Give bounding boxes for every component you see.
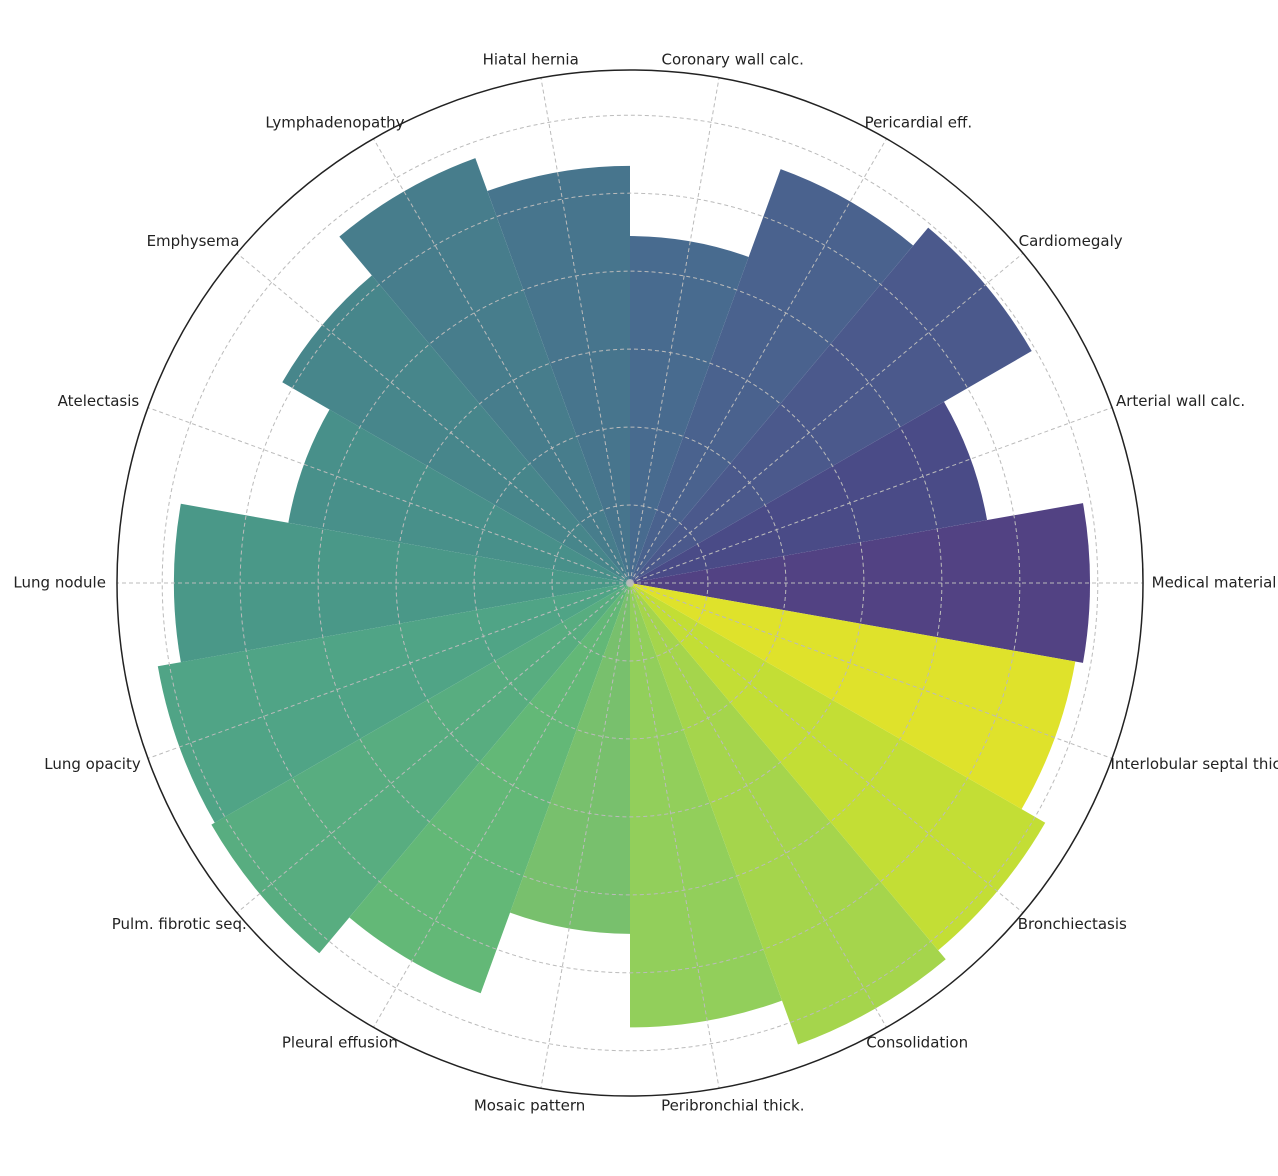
bar <box>173 503 630 663</box>
bar <box>630 503 1090 663</box>
radial-grid-line <box>236 582 631 914</box>
bar <box>630 583 946 1045</box>
radial-grid-line <box>629 582 720 1089</box>
radial-grid-line <box>147 582 631 759</box>
radial-grid-line <box>373 582 631 1028</box>
bar <box>282 275 630 583</box>
category-label: Atelectasis <box>58 392 140 410</box>
category-label: Coronary wall calc. <box>662 51 804 69</box>
radial-grid-line <box>540 77 631 584</box>
category-label: Hiatal hernia <box>483 51 579 69</box>
category-label: Lung opacity <box>44 755 141 773</box>
bar <box>630 401 988 583</box>
category-label: Cardiomegaly <box>1019 232 1123 250</box>
radial-grid-line <box>373 138 631 584</box>
bar <box>630 583 1076 810</box>
radial-grid-line <box>629 582 1024 914</box>
bar <box>630 583 1046 951</box>
radial-grid-line <box>147 407 631 584</box>
category-label: Bronchiectasis <box>1018 915 1127 933</box>
bar <box>487 165 630 583</box>
category-label: Medical material <box>1152 574 1277 592</box>
radial-grid-line <box>629 138 887 584</box>
category-label: Lung nodule <box>13 574 106 592</box>
category-label: Pleural effusion <box>282 1033 398 1051</box>
bar <box>630 227 1032 583</box>
radial-grid-line <box>629 407 1113 584</box>
bar <box>630 169 914 583</box>
bar <box>630 583 782 1028</box>
category-label: Pulm. fibrotic seq. <box>112 915 247 933</box>
bar <box>157 583 630 823</box>
radial-grid-line <box>629 77 720 584</box>
bar <box>510 583 630 934</box>
radial-grid-line <box>540 582 631 1089</box>
bar <box>288 409 630 583</box>
radial-grid-line <box>629 582 1113 759</box>
category-label: Peribronchial thick. <box>661 1096 804 1114</box>
category-label: Interlobular septal thick. <box>1110 755 1278 773</box>
bar <box>211 583 630 954</box>
category-label: Consolidation <box>866 1033 968 1051</box>
category-label: Mosaic pattern <box>474 1096 585 1114</box>
category-label: Emphysema <box>147 232 240 250</box>
bar <box>630 236 749 583</box>
radial-grid-line <box>629 582 887 1028</box>
grid-circle <box>239 192 1021 974</box>
bar <box>339 158 630 583</box>
category-label: Lymphadenopathy <box>265 114 404 132</box>
outer-circle <box>116 69 1144 1097</box>
category-label: Pericardial eff. <box>865 114 973 132</box>
category-label: Arterial wall calc. <box>1116 392 1245 410</box>
radial-grid-line <box>629 252 1024 584</box>
bar <box>349 583 630 994</box>
grid-circle <box>161 114 1099 1052</box>
radial-grid-line <box>236 252 631 584</box>
